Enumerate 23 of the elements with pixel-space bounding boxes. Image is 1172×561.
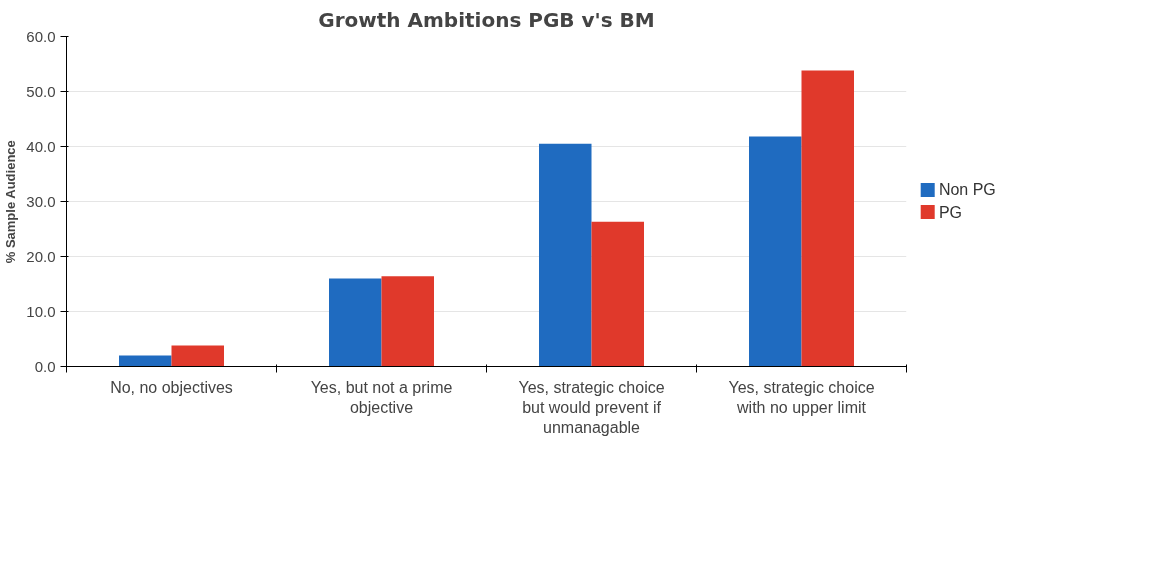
bar	[801, 70, 854, 367]
bar	[381, 276, 434, 367]
bar	[749, 136, 802, 367]
y-tick-label: 40.0	[26, 137, 56, 155]
chart-title: Growth Ambitions PGB v's BM	[318, 7, 655, 32]
bar	[329, 278, 382, 367]
bar	[591, 221, 644, 367]
legend-label: Non PG	[938, 181, 996, 199]
x-tick-label: Yes, but not a prime objective	[310, 378, 453, 416]
x-tick-label: Yes, strategic choice but would prevent if unmanagable	[518, 378, 665, 437]
y-tick-label: 60.0	[26, 27, 56, 45]
bar	[119, 355, 172, 367]
y-tick-label: 50.0	[26, 82, 56, 100]
legend-label: PG	[938, 203, 963, 221]
bar	[539, 143, 592, 367]
y-tick-label: 10.0	[26, 302, 56, 320]
x-tick-label: Yes, strategic choice with no upper limit	[728, 378, 875, 416]
y-axis-title: % Sample Audience	[3, 140, 19, 264]
y-tick-label: 20.0	[26, 247, 56, 265]
x-tick-label: No, no objectives	[110, 378, 233, 396]
bar	[171, 345, 224, 367]
y-tick-label: 0.0	[34, 357, 56, 375]
y-tick-label: 30.0	[26, 192, 56, 210]
